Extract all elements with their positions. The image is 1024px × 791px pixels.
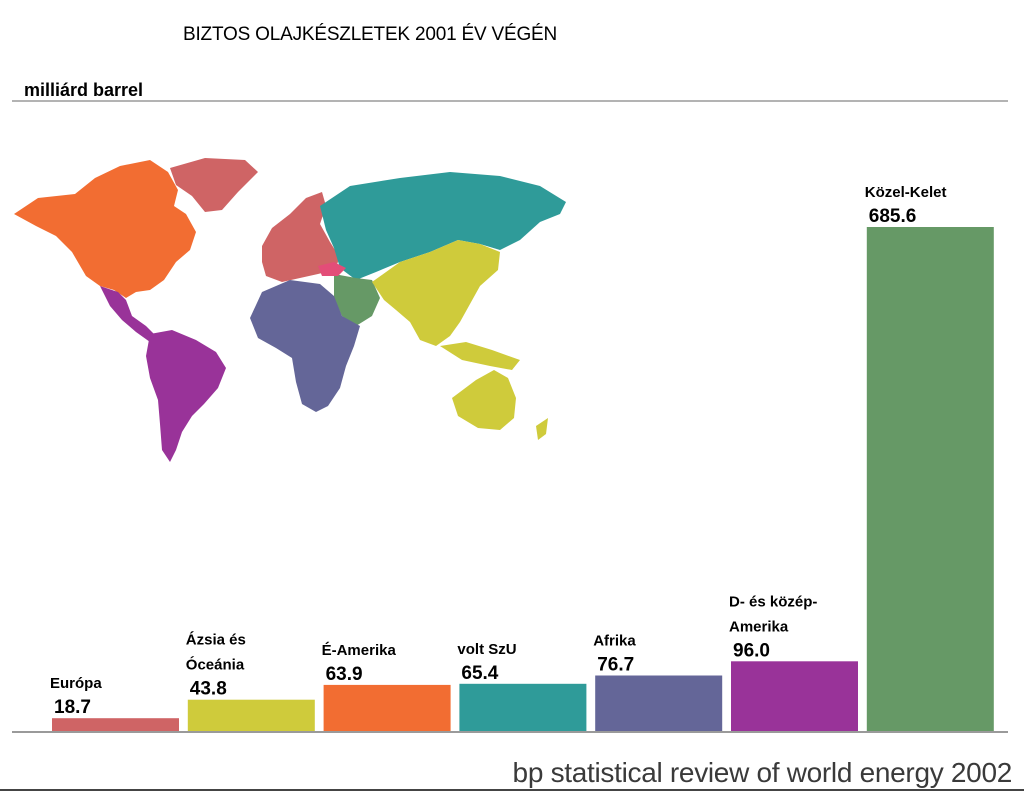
category-label-5-1: Amerika <box>729 618 789 635</box>
category-label-1-0: Ázsia és <box>186 632 246 649</box>
category-label-3-0: volt SzU <box>457 641 516 658</box>
bar-1 <box>187 699 315 732</box>
value-label-1: 43.8 <box>190 679 227 700</box>
map-africa <box>250 280 360 412</box>
category-label-1-1: Óceánia <box>186 656 245 674</box>
source-credit: bp statistical review of world energy 20… <box>512 757 1013 788</box>
value-label-6: 685.6 <box>869 206 917 227</box>
category-label-2-0: É-Amerika <box>322 642 397 659</box>
bar-5 <box>731 661 858 732</box>
bar-0 <box>52 718 179 732</box>
bottom-border <box>0 789 1024 791</box>
chart-title: BIZTOS OLAJKÉSZLETEK 2001 ÉV VÉGÉN <box>183 24 558 45</box>
map-north-america <box>14 160 196 298</box>
category-label-4-0: Afrika <box>593 633 636 650</box>
map-europe <box>262 192 340 282</box>
value-label-2: 63.9 <box>326 664 363 685</box>
map-south-america <box>146 330 226 462</box>
map-southeast-asia <box>440 342 520 370</box>
category-label-0-0: Európa <box>50 675 102 692</box>
map-former-ussr <box>320 172 566 280</box>
value-label-5: 96.0 <box>733 640 770 661</box>
bar-3 <box>459 683 587 732</box>
bar-2 <box>323 684 451 732</box>
value-label-0: 18.7 <box>54 697 91 718</box>
bar-4 <box>595 675 723 732</box>
map-turkey <box>318 262 346 276</box>
bar-6 <box>866 227 994 732</box>
value-label-3: 65.4 <box>461 663 498 684</box>
category-label-6-0: Közel-Kelet <box>865 184 947 201</box>
map-australia <box>452 370 516 430</box>
map-greenland <box>170 158 258 212</box>
labels-group: 18.7 Európa 43.8 Ázsia és Óceánia 63.9 É-Ameri… <box>50 184 946 718</box>
map-middle-east <box>334 274 380 326</box>
header-divider <box>12 100 1008 102</box>
map-asia <box>372 240 500 346</box>
unit-label: milliárd barrel <box>24 80 144 100</box>
map-central-america <box>100 286 158 342</box>
map-new-zealand <box>536 418 548 440</box>
category-label-5-0: D- és közép- <box>729 593 817 610</box>
bars-group <box>52 227 994 732</box>
value-label-4: 76.7 <box>597 655 634 676</box>
